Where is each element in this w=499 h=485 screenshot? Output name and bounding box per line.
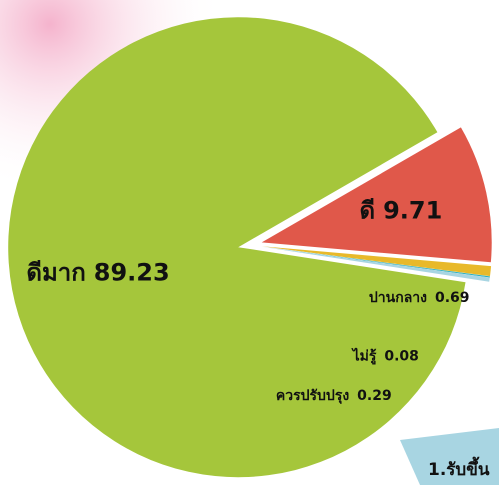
chart: ดีมาก 89.23 ดี9.71 ปานกลาง 0.69 ไม่รู้ 0.08 ควร… (0, 0, 499, 485)
page: {"chart_data": {"type": "pie", "categori… (0, 0, 499, 485)
slice-value: 0.69 (435, 290, 470, 306)
slice-value: 0.08 (384, 348, 419, 364)
slice-category: ไม่รู้ (351, 346, 377, 364)
slice-value: 9.71 (383, 196, 442, 224)
slice-value: 0.29 (357, 388, 392, 404)
slice-value: 89.23 (94, 258, 170, 286)
slice-category: ปานกลาง (369, 290, 427, 306)
slice-label: ควรปรับปรุง 0.29 (276, 388, 392, 404)
slice-category: ดีมาก (26, 258, 85, 286)
slice-label: ดีมาก 89.23 (26, 258, 169, 286)
slice-category: ดี (360, 196, 376, 224)
slice-category: ควรปรับปรุง (276, 388, 349, 404)
slice-label: ไม่รู้ 0.08 (351, 346, 419, 364)
footer-label: 1.รับขึ้น (428, 456, 490, 480)
slice-label: ดี9.71 (360, 196, 443, 224)
slice-label: ปานกลาง 0.69 (369, 290, 470, 306)
